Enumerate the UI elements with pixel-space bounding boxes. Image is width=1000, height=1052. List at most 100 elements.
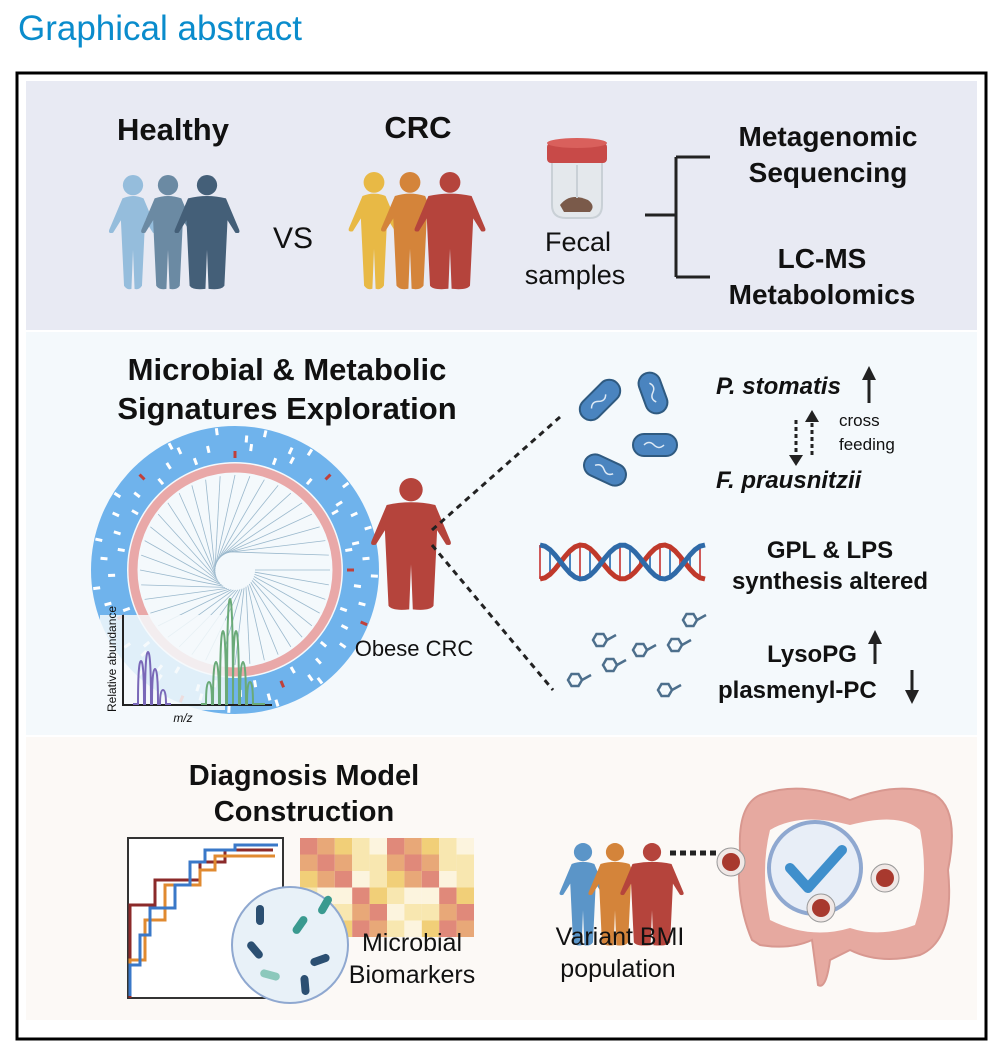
microbe-lens-icon: [231, 886, 349, 1004]
molecule-icon: [566, 612, 707, 698]
tree-branch: [141, 584, 226, 588]
tree-branch: [217, 485, 279, 561]
person-head: [399, 478, 423, 502]
heatmap-cell: [300, 838, 318, 855]
molecule-bond: [606, 633, 617, 642]
fecal-sample-jar-icon: [547, 138, 607, 219]
tree-branch: [218, 492, 292, 560]
tree-branch: [219, 502, 303, 558]
heatmap-icon: [300, 838, 474, 937]
heatmap-cell: [369, 871, 387, 888]
ring-tick: [358, 601, 366, 607]
tree-branch: [226, 551, 329, 556]
person-body: [371, 502, 451, 610]
ring-tick: [249, 443, 254, 452]
heatmap-cell: [369, 854, 387, 871]
method-lcms-line1: LC-MS: [778, 243, 867, 274]
heatmap-cell: [439, 838, 457, 855]
cross-feeding-line2: feeding: [839, 435, 895, 454]
heatmap-cell: [387, 904, 405, 921]
heatmap-cell: [421, 887, 440, 904]
ring-tick: [271, 457, 278, 466]
molecule-bond: [646, 643, 657, 652]
ring-tick: [214, 428, 219, 436]
biomarkers-label-line1: Microbial: [362, 929, 462, 957]
bracket-connector: [645, 155, 710, 279]
heatmap-cell: [439, 920, 457, 937]
person-body: [174, 196, 240, 290]
ring-tick: [316, 676, 324, 685]
tree-branch: [144, 587, 228, 600]
tree-branch: [254, 571, 329, 586]
ring-tick: [206, 445, 211, 454]
ring-tick: [314, 657, 322, 665]
tree-branch: [254, 573, 326, 600]
heatmap-cell: [456, 871, 474, 888]
colon-icon: [716, 787, 953, 987]
dna-strand: [539, 542, 706, 582]
ring-tick: [133, 491, 141, 499]
page-title: Graphical abstract: [18, 9, 302, 48]
method-metagenomic-line1: Metagenomic: [739, 121, 918, 152]
tree-branch: [139, 569, 224, 587]
cross-feeding-arrows-icon: [789, 410, 819, 466]
bacterium-dna: [649, 382, 657, 403]
person-figure: [371, 478, 451, 610]
ring-tick: [289, 666, 296, 674]
sample-label-line2: samples: [525, 260, 626, 290]
heatmap-cell: [334, 871, 353, 888]
person-body: [108, 196, 158, 290]
molecule-ring: [681, 612, 699, 628]
ring-tick: [112, 511, 120, 518]
tree-branch: [224, 540, 326, 554]
ring-tick: [113, 491, 122, 499]
tree-branch: [215, 476, 251, 565]
population-label-line1: Variant BMI: [556, 923, 685, 951]
heatmap-cell: [317, 838, 335, 855]
ring-tick: [113, 530, 122, 536]
person-head: [439, 172, 461, 193]
ring-tick: [351, 541, 360, 546]
tree-branch: [221, 513, 313, 556]
dna-strand: [539, 542, 706, 582]
ring-tick: [176, 447, 183, 455]
ring-tick: [345, 547, 353, 553]
person-head: [642, 843, 662, 862]
ring-tick: [362, 556, 370, 561]
bacterium: [583, 453, 627, 487]
tree-branch: [150, 526, 219, 582]
ring-tick: [157, 477, 165, 486]
spectrum-xlabel: m/z: [173, 711, 192, 725]
bacterium-body: [578, 378, 622, 422]
metabolite-down-label: plasmenyl-PC: [718, 677, 877, 704]
molecule-ring: [566, 672, 584, 688]
molecule-ring: [656, 682, 674, 698]
taxon-down-label: F. prausnitzii: [716, 467, 863, 494]
heatmap-cell: [387, 838, 405, 855]
person-head: [196, 175, 218, 196]
ring-tick: [360, 620, 368, 627]
ring-blue: [91, 426, 379, 714]
mass-spectrum-icon: [100, 597, 272, 710]
microbe: [300, 975, 310, 995]
healthy-label: Healthy: [117, 112, 230, 147]
person-body: [414, 193, 486, 290]
ring-tick: [138, 473, 146, 481]
person-figure: [174, 175, 240, 290]
molecule-ring: [601, 657, 619, 673]
signatures-title-line1: Microbial & Metabolic: [128, 352, 447, 387]
person-head: [363, 172, 385, 193]
panel-study-design: [26, 81, 977, 330]
ring-tick: [306, 448, 314, 457]
heatmap-cell: [387, 871, 405, 888]
heatmap-cell: [456, 920, 474, 937]
heatmap-cell: [387, 887, 405, 904]
person-head: [573, 843, 593, 862]
heatmap-cell: [404, 904, 422, 921]
heatmap-cell: [300, 854, 318, 871]
ring-tick: [192, 457, 199, 466]
heatmap-cell: [317, 854, 335, 871]
heatmap-cell: [334, 887, 353, 904]
ring-tick: [100, 556, 108, 561]
